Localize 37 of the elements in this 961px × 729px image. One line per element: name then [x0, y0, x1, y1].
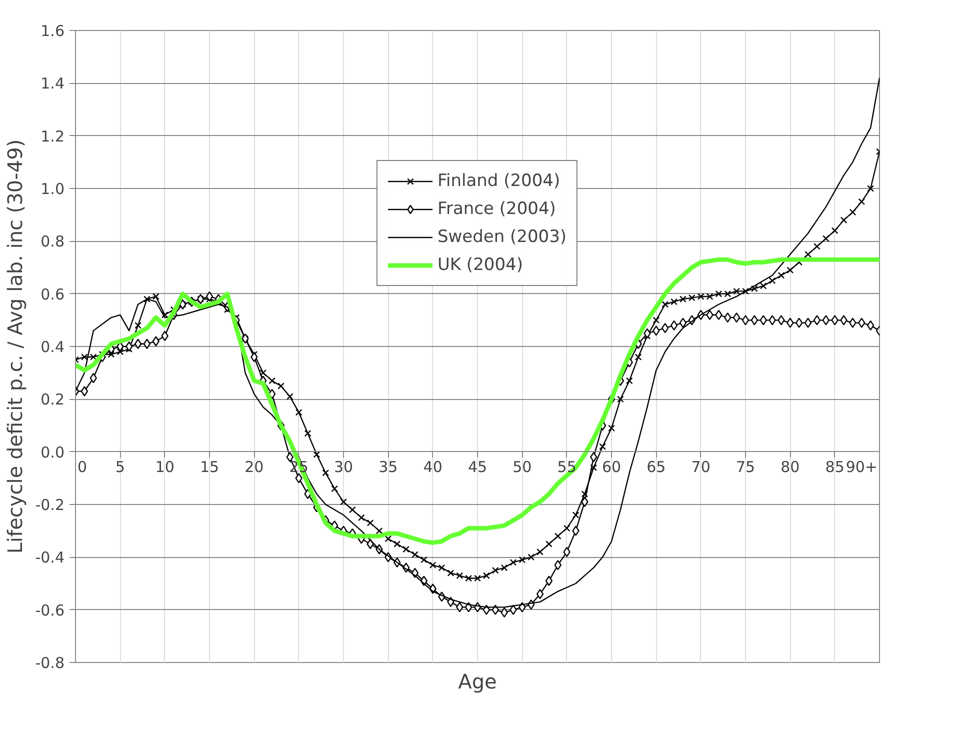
x-tick-label: 45: [468, 458, 488, 476]
x-tick-label: 65: [646, 458, 666, 476]
x-tick-label: 90+: [846, 458, 878, 476]
legend-label: UK (2004): [437, 255, 523, 275]
y-tick-label: -0.4: [35, 548, 65, 567]
x-tick-label: 80: [780, 458, 800, 476]
y-tick-label: 1.2: [40, 127, 65, 146]
x-tick-label: 20: [244, 458, 264, 476]
x-tick-label: 85: [825, 458, 844, 476]
x-tick-label: 15: [200, 458, 220, 476]
x-tick-label: 10: [155, 458, 174, 476]
legend-label: Finland (2004): [437, 171, 560, 191]
y-tick-label: 0.2: [40, 390, 65, 409]
y-tick-label: -0.6: [35, 601, 65, 620]
y-tick-label: 0.6: [40, 285, 65, 304]
x-tick-label: 40: [423, 458, 442, 476]
x-axis-title: Age: [458, 670, 497, 694]
x-tick-label: 60: [602, 458, 622, 476]
x-tick-label: 5: [115, 458, 125, 476]
y-axis-title: Lifecycle deficit p.c. / Avg lab. inc (30-49): [3, 139, 28, 554]
x-tick-label: 70: [691, 458, 710, 476]
x-tick-label: 50: [512, 458, 532, 476]
x-tick-label: 0: [78, 458, 88, 476]
legend-label: France (2004): [437, 199, 556, 219]
y-tick-label: -0.2: [35, 496, 65, 514]
y-tick-label: 0.8: [40, 232, 65, 251]
y-tick-label: 1.6: [40, 22, 65, 40]
y-tick-label: 1.0: [40, 180, 65, 198]
x-tick-label: 30: [334, 458, 354, 476]
x-tick-label: 75: [736, 458, 756, 476]
x-tick-label: 55: [557, 458, 576, 476]
legend-label: Sweden (2003): [437, 227, 567, 247]
y-tick-label: -0.8: [35, 654, 65, 672]
x-tick-label: 35: [378, 458, 398, 476]
y-tick-label: 0.0: [40, 443, 65, 462]
y-tick-label: 1.4: [40, 74, 65, 93]
y-tick-label: 0.4: [40, 338, 65, 356]
